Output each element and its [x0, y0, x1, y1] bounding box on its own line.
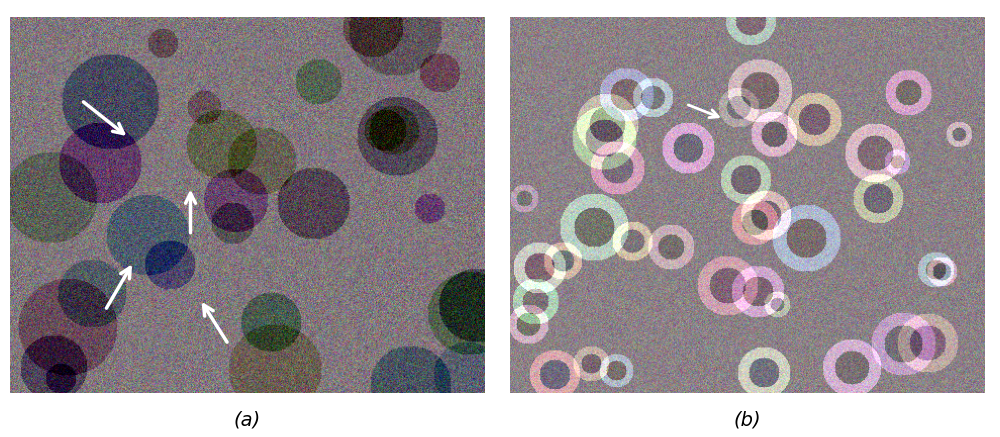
Text: (a): (a) — [234, 410, 261, 429]
Text: (b): (b) — [734, 410, 761, 429]
